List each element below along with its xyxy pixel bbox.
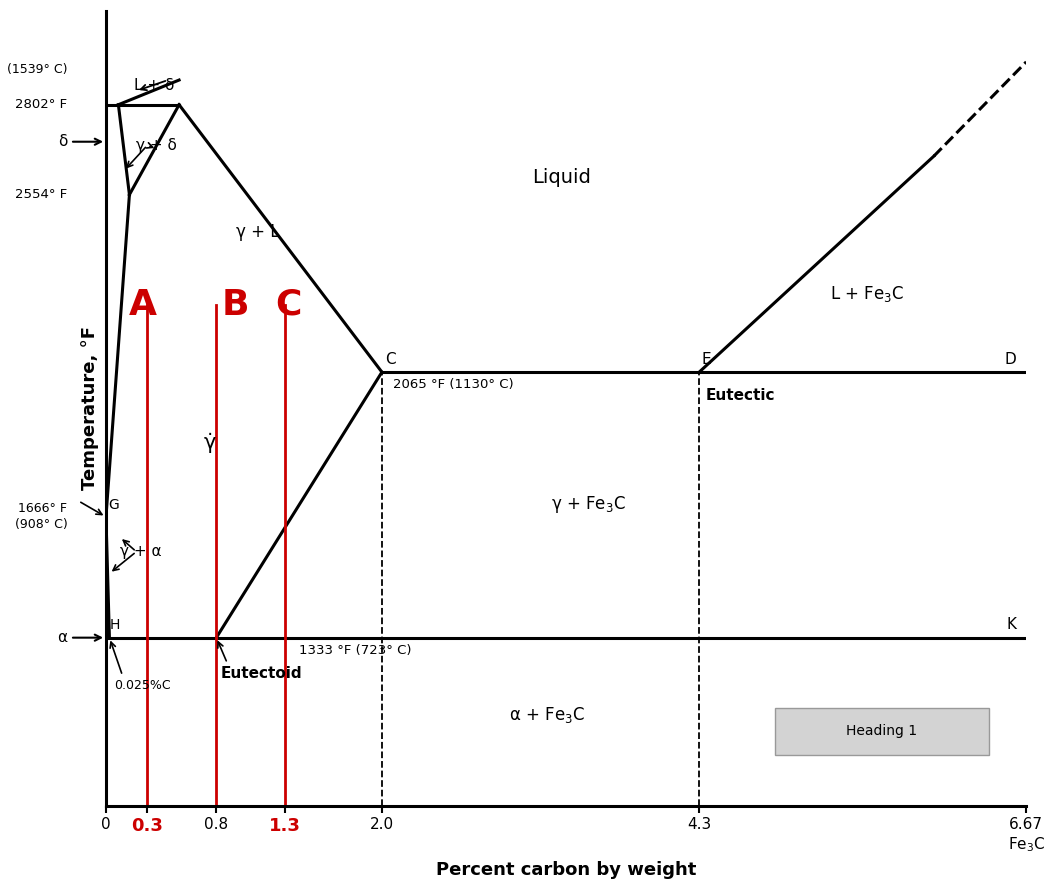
X-axis label: Percent carbon by weight: Percent carbon by weight <box>436 861 696 879</box>
Text: 1333 °F (723° C): 1333 °F (723° C) <box>299 643 412 657</box>
Text: γ + L: γ + L <box>235 223 280 241</box>
Text: L + Fe$_3$C: L + Fe$_3$C <box>830 284 905 304</box>
Text: D: D <box>1005 352 1017 368</box>
Y-axis label: Temperature, °F: Temperature, °F <box>81 327 99 490</box>
Text: G: G <box>109 498 119 512</box>
FancyBboxPatch shape <box>775 708 989 755</box>
Text: γ + δ: γ + δ <box>136 138 177 153</box>
Text: γ + α: γ + α <box>119 544 162 559</box>
Text: (1539° C): (1539° C) <box>6 62 68 76</box>
Text: Eutectic: Eutectic <box>706 388 775 403</box>
Text: γ + Fe$_3$C: γ + Fe$_3$C <box>551 494 626 515</box>
Text: A: A <box>129 288 157 322</box>
Text: γ̇: γ̇ <box>203 433 215 453</box>
Text: K: K <box>1006 618 1017 632</box>
Text: Liquid: Liquid <box>532 168 590 188</box>
Text: 0.025%C: 0.025%C <box>114 679 171 692</box>
Text: α: α <box>57 630 101 645</box>
Text: Eutectoid: Eutectoid <box>221 666 302 681</box>
Text: 1666° F
(908° C): 1666° F (908° C) <box>15 502 68 531</box>
Text: L + δ: L + δ <box>134 78 174 93</box>
Text: B: B <box>222 288 249 322</box>
Text: E: E <box>702 352 712 368</box>
Text: 2802° F: 2802° F <box>15 98 68 111</box>
Text: C: C <box>384 352 395 368</box>
Text: α + Fe$_3$C: α + Fe$_3$C <box>509 705 585 725</box>
Text: Heading 1: Heading 1 <box>847 724 918 739</box>
Text: δ: δ <box>58 134 101 150</box>
Text: H: H <box>110 619 120 632</box>
Text: 2065 °F (1130° C): 2065 °F (1130° C) <box>393 378 513 392</box>
Text: 2554° F: 2554° F <box>15 188 68 201</box>
Text: C: C <box>275 288 301 322</box>
